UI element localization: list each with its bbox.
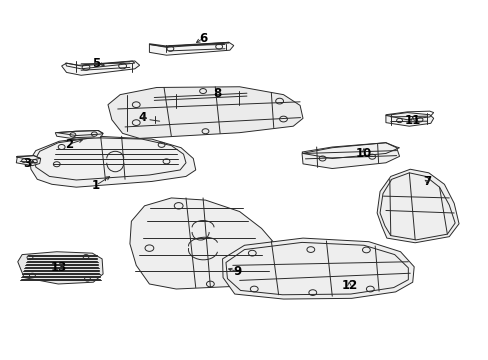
Polygon shape <box>61 61 140 75</box>
Polygon shape <box>18 252 103 284</box>
Polygon shape <box>30 136 195 187</box>
Polygon shape <box>108 87 303 138</box>
Text: 13: 13 <box>51 261 67 274</box>
Polygon shape <box>302 143 399 168</box>
Polygon shape <box>55 131 103 139</box>
Text: 9: 9 <box>233 265 241 278</box>
Text: 8: 8 <box>213 87 222 100</box>
Text: 6: 6 <box>199 32 207 45</box>
Text: 3: 3 <box>23 157 32 170</box>
Text: 5: 5 <box>91 57 100 70</box>
Text: 10: 10 <box>355 147 371 159</box>
Polygon shape <box>385 113 433 126</box>
Text: 4: 4 <box>138 111 146 124</box>
Polygon shape <box>222 238 413 299</box>
Text: 1: 1 <box>92 179 100 192</box>
Polygon shape <box>16 156 41 166</box>
Polygon shape <box>149 42 233 55</box>
Polygon shape <box>130 198 283 289</box>
Text: 7: 7 <box>423 175 430 188</box>
Text: 11: 11 <box>404 114 420 127</box>
Text: 2: 2 <box>65 138 73 150</box>
Polygon shape <box>151 91 249 108</box>
Text: 12: 12 <box>341 279 357 292</box>
Polygon shape <box>376 169 458 243</box>
